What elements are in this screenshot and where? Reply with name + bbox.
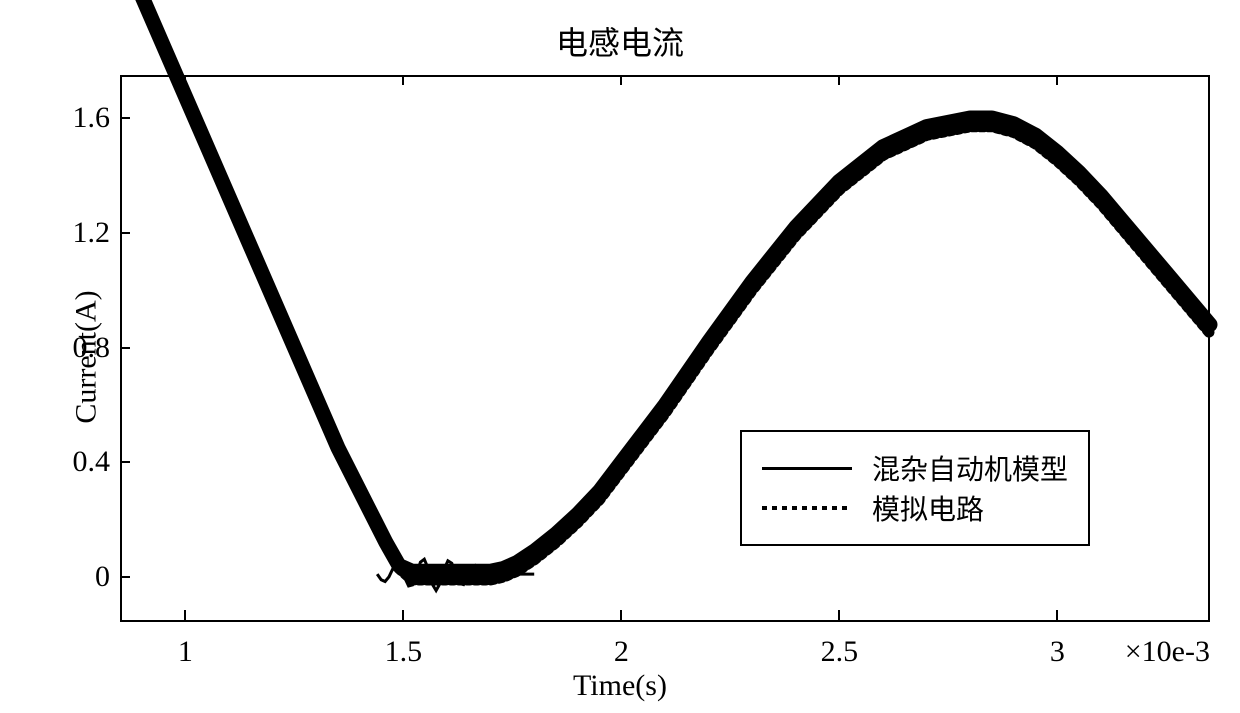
x-axis <box>120 620 1210 622</box>
y-tick-label: 1.2 <box>73 216 111 250</box>
legend-line-dotted-icon <box>762 506 852 510</box>
x-tick-label: 1 <box>178 635 193 669</box>
y-tick-label: 1.6 <box>73 101 111 135</box>
x-tick-label: 1.5 <box>385 635 423 669</box>
legend-item-1: 混杂自动机模型 <box>762 448 1068 488</box>
y-axis-label: Current(A) <box>70 290 104 423</box>
x-axis-multiplier: ×10e-3 <box>1125 635 1210 669</box>
x-tick-label: 2 <box>614 635 629 669</box>
y-tick-label: 0.4 <box>73 445 111 479</box>
legend-line-solid-icon <box>762 467 852 470</box>
x-axis-label: Time(s) <box>573 669 667 703</box>
legend-label-1: 混杂自动机模型 <box>872 448 1068 488</box>
legend: 混杂自动机模型 模拟电路 <box>740 430 1090 546</box>
y-tick-label: 0 <box>95 560 110 594</box>
legend-label-2: 模拟电路 <box>872 488 984 528</box>
x-tick-label: 2.5 <box>821 635 859 669</box>
chart-title: 电感电流 <box>556 18 684 64</box>
legend-item-2: 模拟电路 <box>762 488 1068 528</box>
chart-container: 电感电流 00.40.81.21.6 11.522.53 Current(A) … <box>0 0 1240 713</box>
x-tick-label: 3 <box>1050 635 1065 669</box>
